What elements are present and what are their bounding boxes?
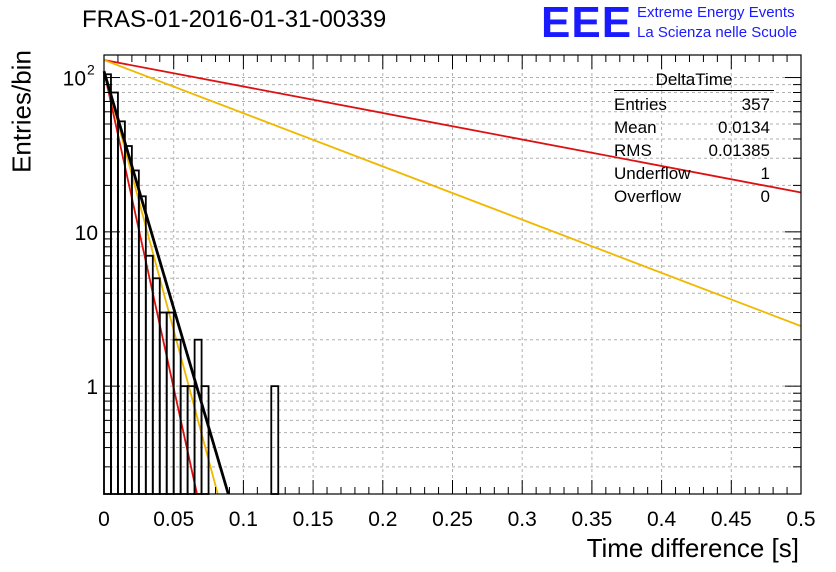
x-tick-label: 0 <box>98 508 110 531</box>
y-tick-label: 10 <box>63 68 86 91</box>
x-tick-label: 0.5 <box>786 508 815 531</box>
stats-label: Mean <box>614 118 657 137</box>
stats-row: Overflow 0 <box>614 185 774 208</box>
fit-line <box>103 59 802 194</box>
histogram-bar <box>179 385 189 495</box>
stats-label: RMS <box>614 141 652 160</box>
y-tick-exponent: 2 <box>87 62 95 78</box>
x-tick-labels: 0 0.05 0.1 0.15 0.2 0.25 0.3 0.35 0.4 0.45 0.5 <box>98 508 815 531</box>
stats-value: 0.0134 <box>718 118 770 137</box>
grid-lines <box>104 55 801 495</box>
stats-value: 0.01385 <box>708 141 770 160</box>
y-axis-label: Entries/bin <box>6 50 37 173</box>
histogram-bars <box>103 73 280 495</box>
x-tick-label: 0.45 <box>711 508 752 531</box>
x-tick-label: 0.2 <box>368 508 397 531</box>
stats-title: DeltaTime <box>614 70 774 91</box>
stats-row: Mean 0.0134 <box>614 116 774 139</box>
x-tick-label: 0.15 <box>293 508 334 531</box>
x-axis-label: Time difference [s] <box>586 533 799 563</box>
y-tick-label: 1 <box>86 376 98 399</box>
stats-label: Overflow <box>614 187 682 206</box>
axes <box>103 54 802 495</box>
x-tick-label: 0.1 <box>229 508 258 531</box>
histogram-bar <box>193 338 203 495</box>
fit-line <box>103 70 219 495</box>
stats-value: 0 <box>760 187 770 206</box>
histogram-bar <box>117 120 126 495</box>
eee-logo: EEE <box>541 0 633 47</box>
stats-row: RMS 0.01385 <box>614 139 774 162</box>
x-tick-label: 0.25 <box>432 508 473 531</box>
histogram-bar <box>103 73 112 495</box>
histogram-bar <box>137 195 147 495</box>
plot-frame <box>103 54 802 495</box>
x-tick-label: 0.3 <box>508 508 537 531</box>
histogram-bar <box>130 169 140 495</box>
stats-value: 357 <box>741 95 770 114</box>
fit-line <box>103 59 802 327</box>
chart-title: FRAS-01-2016-01-31-00339 <box>82 6 387 33</box>
stats-box: DeltaTime Entries 357 Mean 0.0134 RMS 0.… <box>614 70 774 208</box>
x-tick-label: 0.35 <box>571 508 612 531</box>
logo-line-2: La Scienza nelle Scuole <box>637 24 798 41</box>
logo-line-1: Extreme Energy Events <box>637 4 795 21</box>
stats-row: Underflow 1 <box>614 162 774 185</box>
y-tick-label: 10 <box>75 222 98 245</box>
stats-label: Entries <box>614 95 667 114</box>
histogram-bar <box>124 145 133 495</box>
stats-label: Underflow <box>614 164 691 183</box>
x-tick-label: 0.4 <box>647 508 677 531</box>
histogram-bar <box>270 385 280 495</box>
x-tick-label: 0.05 <box>153 508 194 531</box>
stats-value: 1 <box>760 164 770 183</box>
stats-row: Entries 357 <box>614 93 774 116</box>
